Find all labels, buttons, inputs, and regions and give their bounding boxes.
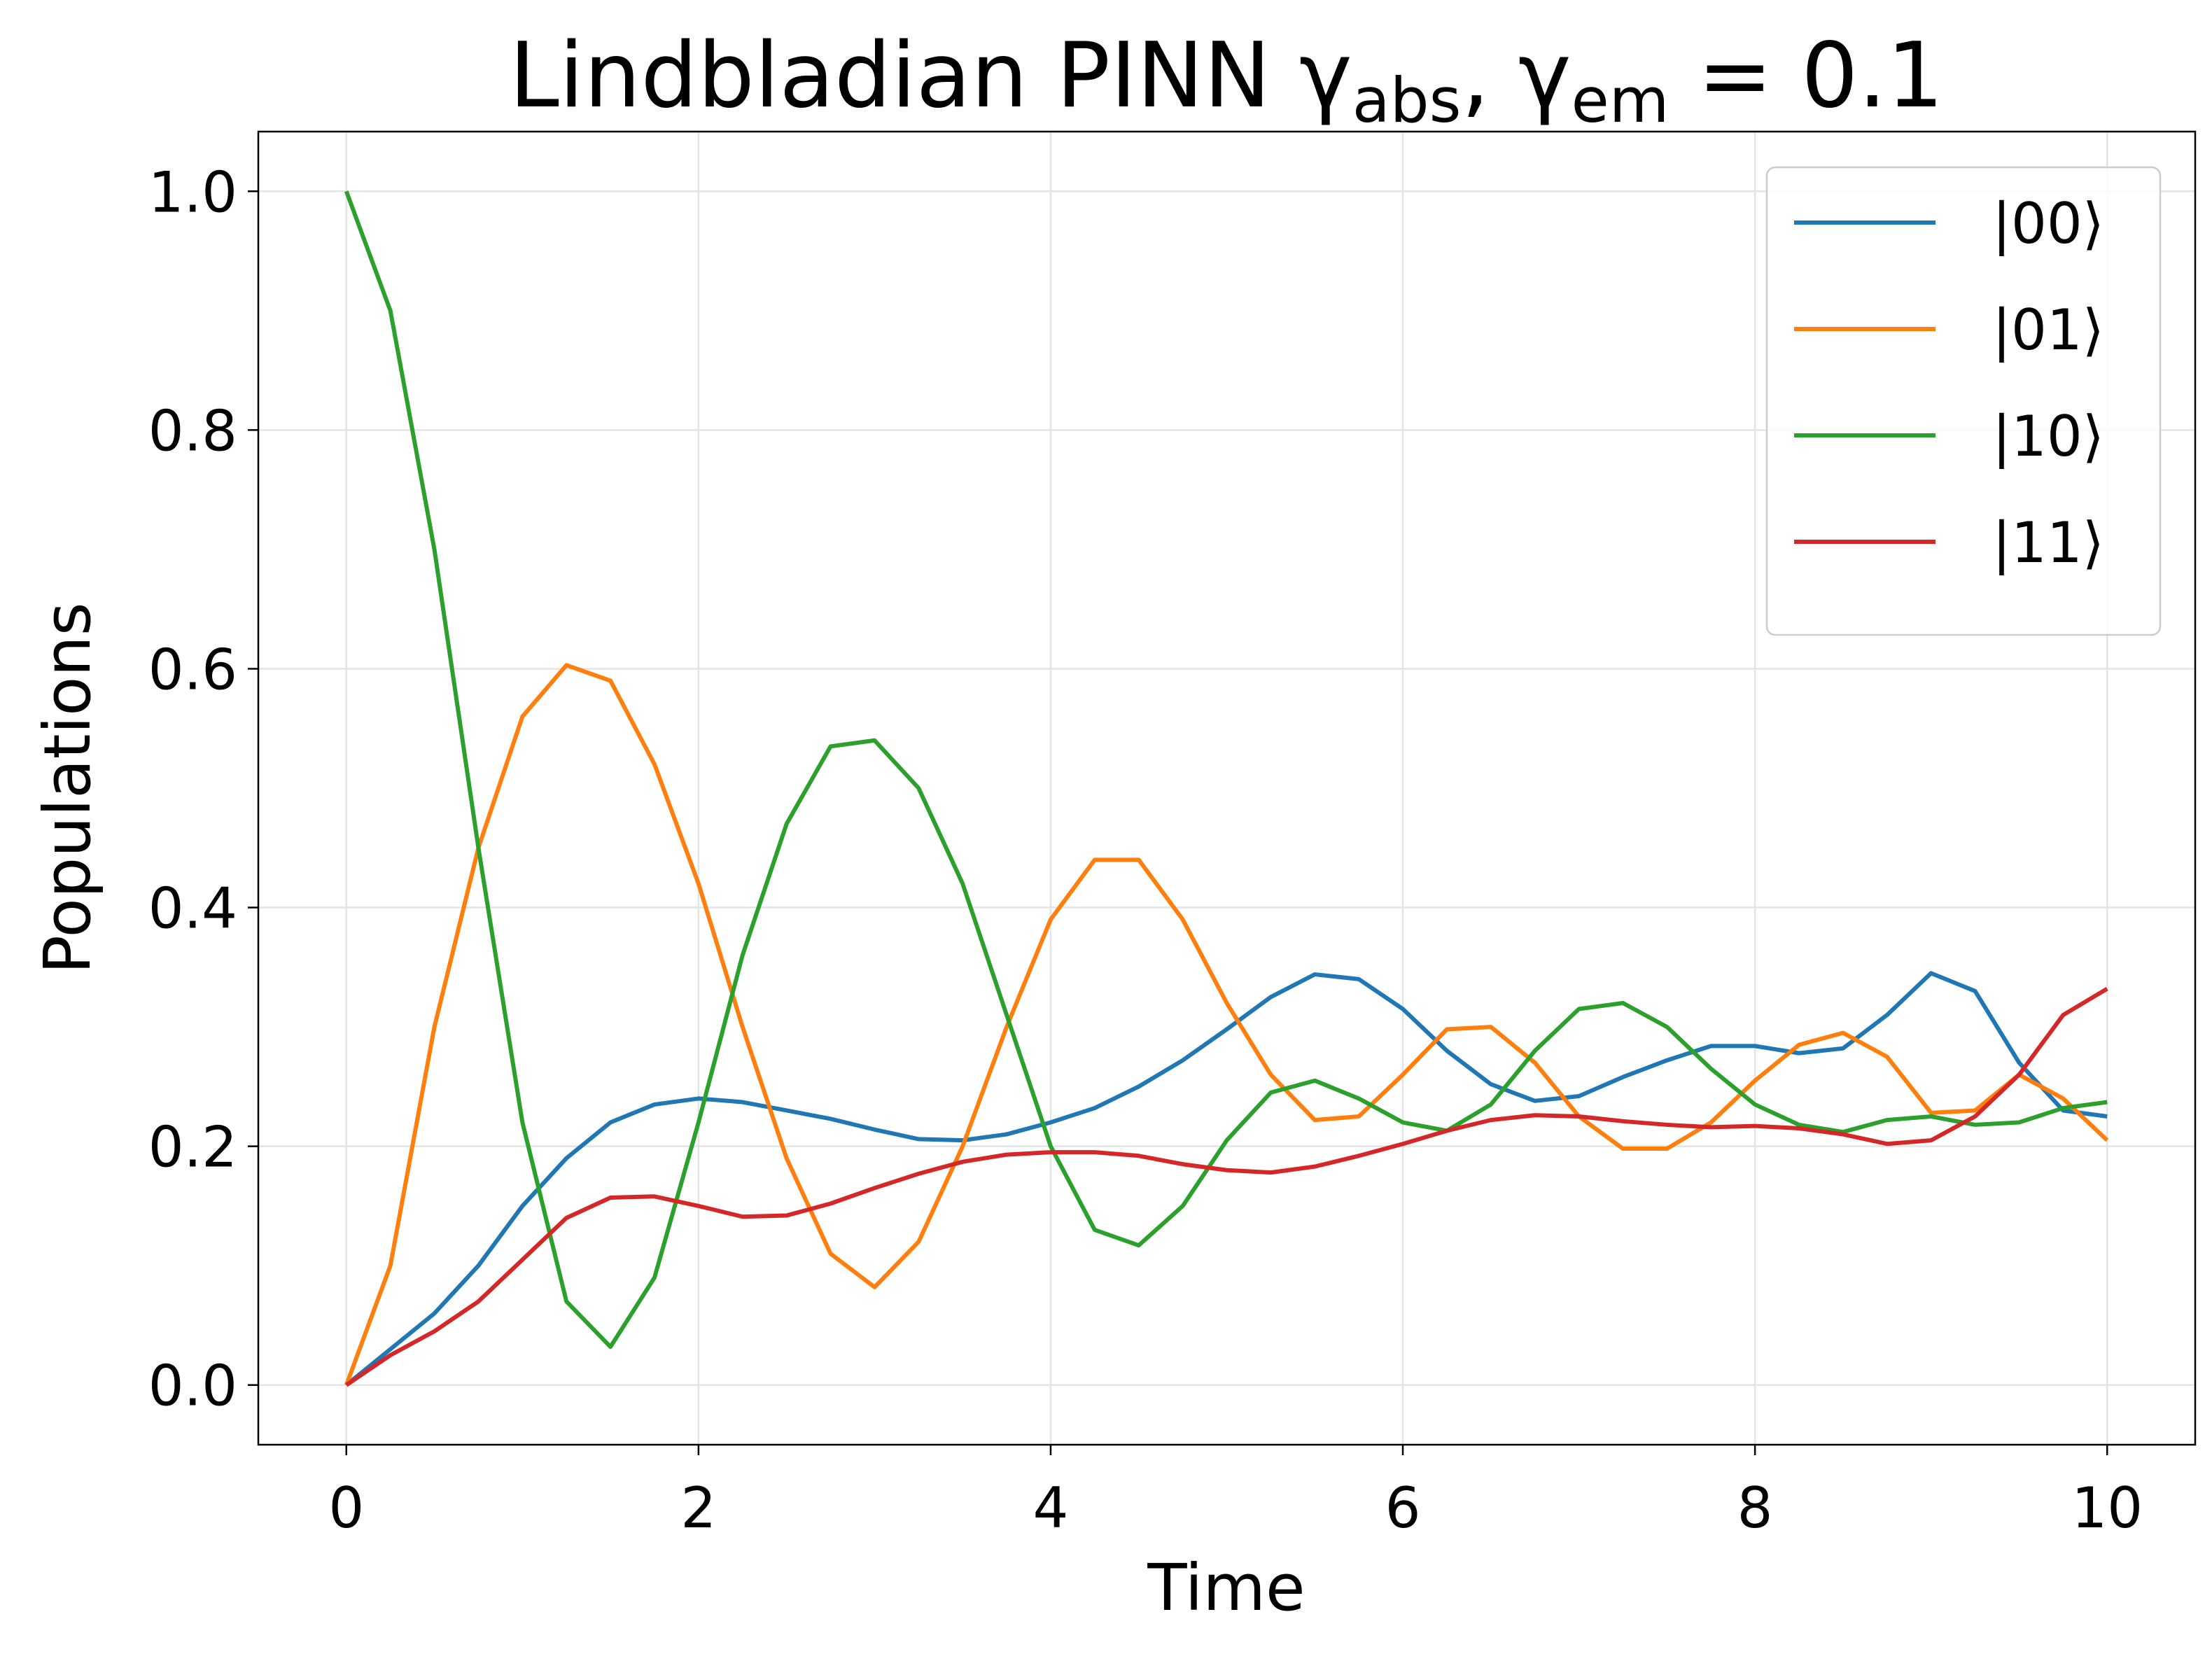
x-tick-label: 0 [328, 1476, 364, 1541]
title-text: Lindbladian PINN γ [509, 24, 1352, 128]
title-subscript: em [1572, 64, 1670, 136]
title-text: , γ [1461, 24, 1571, 128]
plot-frame [257, 130, 2197, 1446]
y-tick-label: 0.2 [148, 1115, 237, 1180]
x-tick-label: 4 [1033, 1476, 1069, 1541]
title-subscript: abs [1352, 64, 1462, 136]
legend-label: |01⟩ [1992, 297, 2104, 363]
legend-label: |10⟩ [1992, 404, 2104, 470]
chart-title: Lindbladian PINN γabs, γem = 0.1 [509, 24, 1943, 136]
y-tick-label: 0.8 [148, 398, 237, 463]
title-text: = 0.1 [1669, 24, 1943, 128]
y-tick-label: 0.6 [148, 637, 237, 702]
legend-label: |00⟩ [1992, 191, 2104, 257]
y-tick-label: 1.0 [148, 160, 237, 225]
legend-box [1765, 166, 2162, 636]
y-tick-label: 0.0 [148, 1354, 237, 1419]
series-line [344, 663, 2109, 1386]
legend-label: |11⟩ [1992, 510, 2104, 576]
y-tick-label: 0.4 [148, 876, 237, 941]
x-tick-label: 10 [2071, 1476, 2143, 1541]
series-line [344, 190, 2108, 1350]
x-tick-label: 8 [1737, 1476, 1773, 1541]
series-line [345, 986, 2108, 1387]
x-tick-label: 6 [1385, 1476, 1421, 1541]
series-line [344, 971, 2108, 1387]
x-tick-label: 2 [680, 1476, 716, 1541]
x-axis-label: Time [1147, 1550, 1305, 1625]
y-axis-label: Populations [30, 602, 105, 974]
